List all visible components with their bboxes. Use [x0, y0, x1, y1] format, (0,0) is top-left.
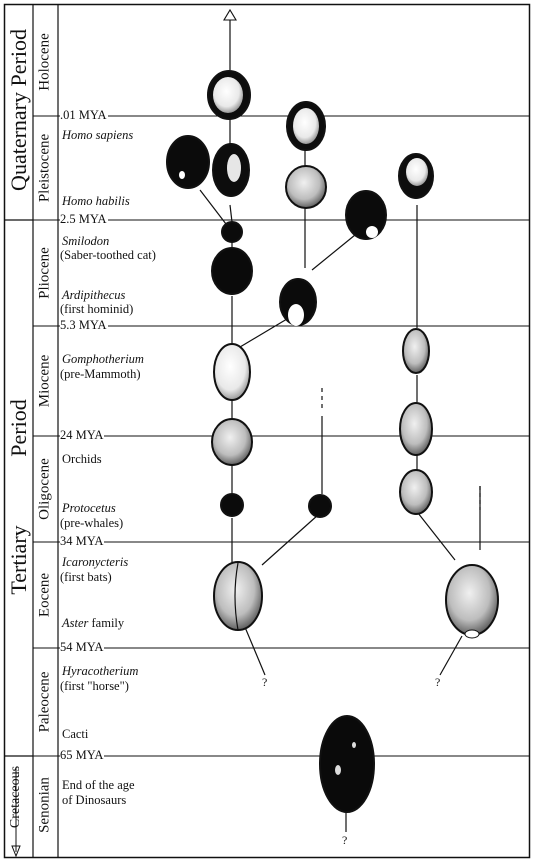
boundary-label-53: 5.3 MYA	[60, 318, 108, 332]
event-homo-habilis: Homo habilis	[62, 194, 130, 208]
epoch-eocene: Eocene	[36, 572, 53, 618]
event-smilodon: Smilodon	[62, 234, 110, 248]
seed-smilodon	[211, 247, 253, 295]
period-label: Period	[6, 399, 31, 457]
seed-habilis-dot	[221, 221, 243, 243]
arrow-up-head	[223, 8, 237, 21]
unknown-marker-right: ?	[435, 675, 441, 689]
event-gomphotherium-note: (pre-Mammoth)	[60, 367, 141, 381]
event-hyracotherium-note: (first "horse")	[60, 679, 129, 693]
boundary-label-25: 2.5 MYA	[60, 212, 108, 226]
tertiary-label: Tertiary	[6, 525, 31, 595]
outer-frame	[3, 3, 531, 859]
boundary-label-65: 65 MYA	[60, 748, 105, 762]
event-hyracotherium: Hyracotherium	[62, 664, 139, 678]
event-protocetus-note: (pre-whales)	[60, 516, 124, 530]
cretaceous-label: Cretaceous	[8, 765, 23, 829]
event-ardipithecus-note: (first hominid)	[60, 302, 134, 316]
event-smilodon-note: (Saber-toothed cat)	[60, 248, 156, 262]
event-aster-suffix: family	[88, 616, 125, 630]
boundary-lines	[33, 115, 530, 757]
epoch-miocene: Miocene	[36, 354, 53, 408]
seed-middle-pleistocene	[285, 165, 327, 209]
event-cacti: Cacti	[62, 727, 89, 741]
event-aster: Aster family	[62, 616, 124, 630]
seed-right-oligocene-2	[399, 469, 433, 515]
seed-right-oligocene-1	[399, 402, 433, 456]
seed-marks	[166, 70, 499, 813]
epoch-senonian: Senonian	[36, 777, 53, 833]
seed-eocene-right	[445, 564, 499, 636]
event-dinosaurs-line2: of Dinosaurs	[62, 793, 127, 807]
seed-protocetus-dot-right	[308, 494, 332, 518]
event-icaronycteris: Icaronycteris	[62, 555, 129, 569]
event-ardipithecus: Ardipithecus	[62, 288, 126, 302]
seed-cretaceous	[319, 715, 375, 813]
seed-protocetus-dot-left	[220, 493, 244, 517]
seed-miocene	[213, 343, 251, 401]
epoch-pleistocene: Pleistocene	[36, 133, 53, 203]
event-aster-name: Aster	[62, 616, 89, 630]
seed-right-miocene	[402, 328, 430, 374]
boundary-label-34: 34 MYA	[60, 534, 105, 548]
boundary-label-54: 54 MYA	[60, 640, 105, 654]
seed-dark-upper-right	[345, 190, 387, 240]
event-icaronycteris-note: (first bats)	[60, 570, 112, 584]
seed-pleistocene-dark	[166, 135, 210, 189]
boundary-label-24: 24 MYA	[60, 428, 105, 442]
event-orchids: Orchids	[62, 452, 102, 466]
boundary-label-001: .01 MYA	[60, 108, 108, 122]
event-dinosaurs-line1: End of the age	[62, 778, 135, 792]
event-homo-sapiens: Homo sapiens	[62, 128, 134, 142]
event-protocetus: Protocetus	[62, 501, 116, 515]
epoch-oligocene: Oligocene	[36, 458, 53, 520]
unknown-marker-left: ?	[262, 675, 268, 689]
epoch-holocene: Holocene	[36, 33, 53, 91]
epoch-pliocene: Pliocene	[36, 247, 53, 299]
event-gomphotherium: Gomphotherium	[62, 352, 144, 366]
seed-eocene-left	[213, 561, 263, 631]
unknown-marker-bottom: ?	[342, 833, 348, 847]
cretaceous-arrow-head	[11, 845, 21, 858]
epoch-paleocene: Paleocene	[36, 671, 53, 733]
seed-oligocene	[211, 418, 253, 466]
quaternary-period-label: Quaternary Period	[6, 29, 31, 191]
